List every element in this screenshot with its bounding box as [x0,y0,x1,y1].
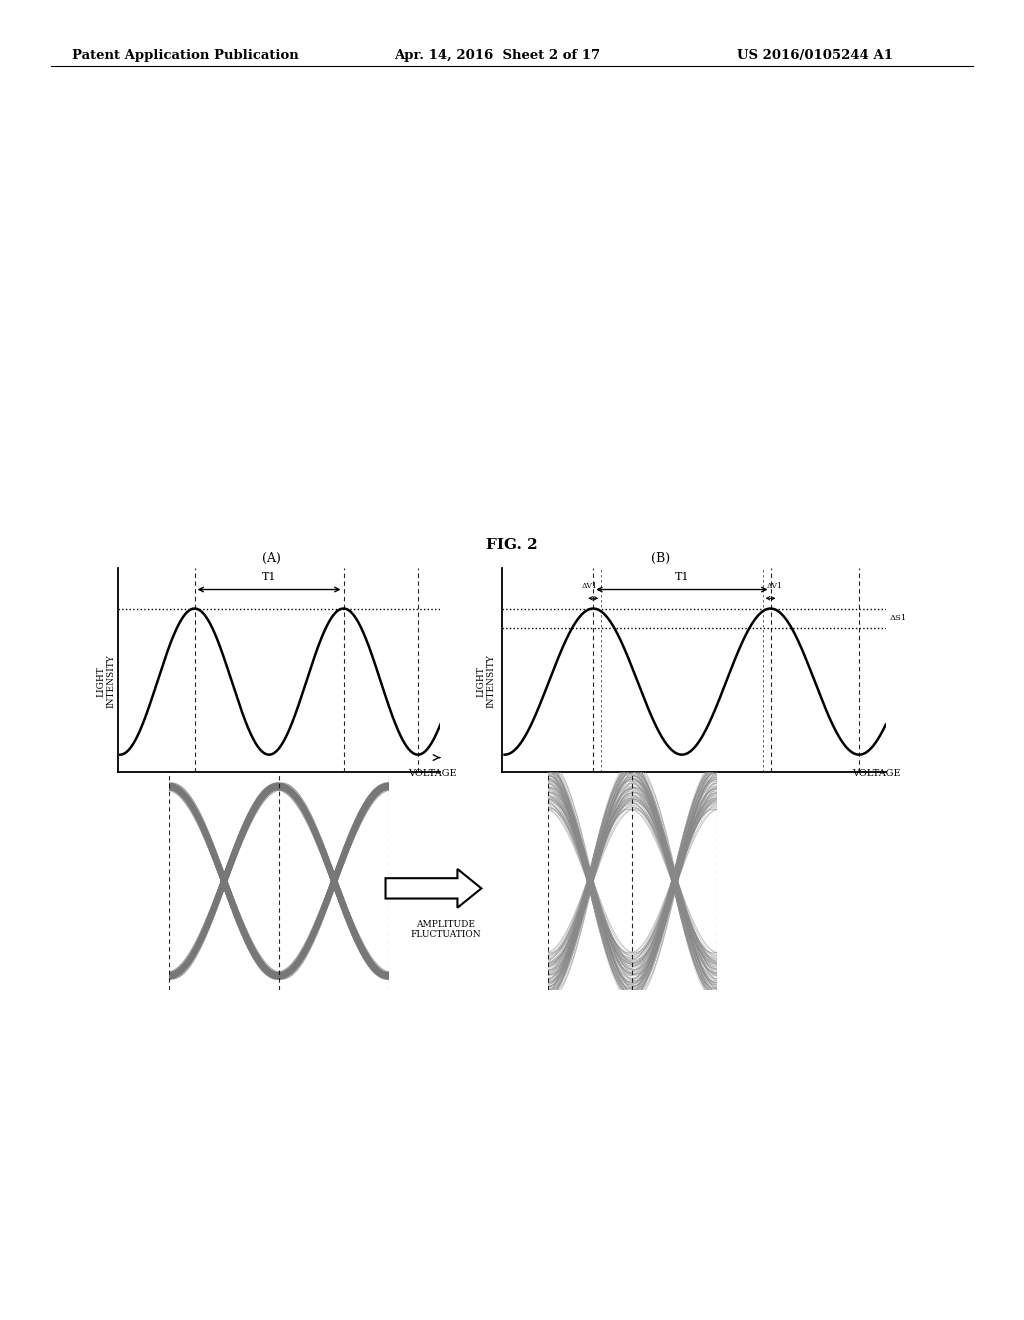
Text: US 2016/0105244 A1: US 2016/0105244 A1 [737,49,893,62]
Text: ΔV1: ΔV1 [767,582,782,590]
Text: VOLTAGE: VOLTAGE [853,770,901,779]
FancyArrow shape [385,869,481,908]
Text: Apr. 14, 2016  Sheet 2 of 17: Apr. 14, 2016 Sheet 2 of 17 [394,49,600,62]
Text: (B): (B) [651,552,670,565]
Text: VOLTAGE: VOLTAGE [409,770,457,779]
Text: T1: T1 [262,572,276,582]
Text: AMPLITUDE
FLUCTUATION: AMPLITUDE FLUCTUATION [411,920,480,940]
Text: (A): (A) [262,552,281,565]
Text: LIGHT
INTENSITY: LIGHT INTENSITY [476,655,496,709]
Text: LIGHT
INTENSITY: LIGHT INTENSITY [96,655,116,709]
Text: Patent Application Publication: Patent Application Publication [72,49,298,62]
Text: FIG. 2: FIG. 2 [486,537,538,552]
Text: T1: T1 [675,572,689,582]
Text: ΔV1: ΔV1 [582,582,597,590]
Text: ΔS1: ΔS1 [890,614,907,622]
